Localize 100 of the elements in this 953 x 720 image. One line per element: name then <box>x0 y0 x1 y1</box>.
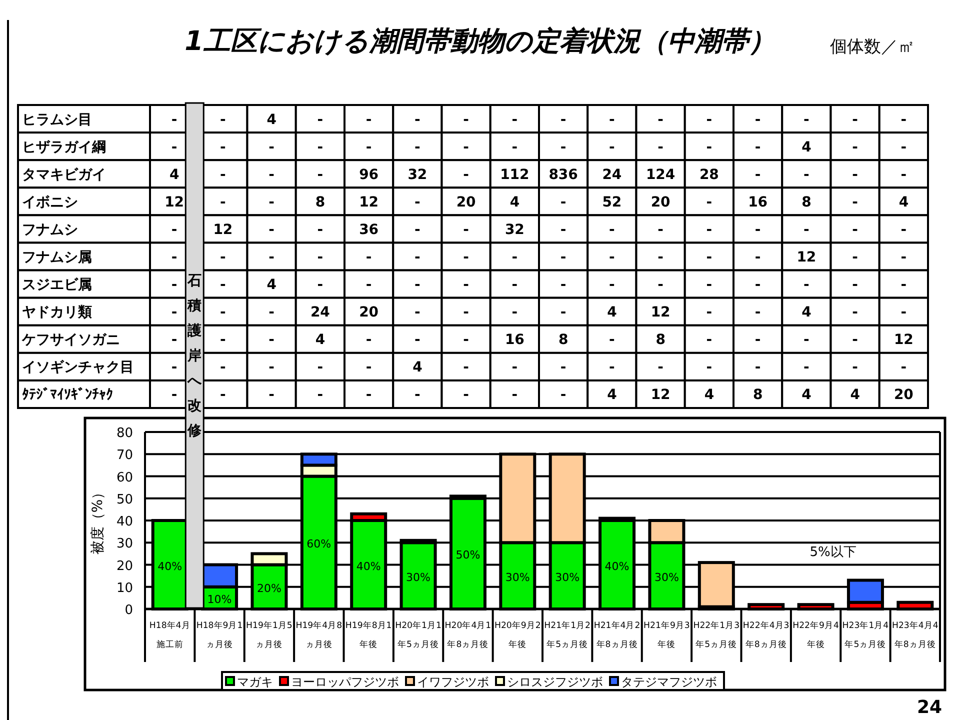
text: - <box>268 360 274 376</box>
text: - <box>463 166 469 183</box>
text: - <box>463 360 469 376</box>
text: - <box>609 360 615 376</box>
y-tick-label: フナムシ属 <box>22 250 92 266</box>
text: - <box>220 332 226 348</box>
data-label: 8 <box>558 332 568 348</box>
y-axis-title: 被度（%） <box>90 485 106 555</box>
data-label: 8 <box>752 387 763 404</box>
data-label: 20 <box>456 194 476 210</box>
data-label: 60% <box>306 538 332 551</box>
data-label: 836 <box>548 166 578 183</box>
text: - <box>463 139 469 156</box>
data-label: 20% <box>256 582 282 595</box>
text: - <box>317 360 324 376</box>
y-tick-label: イボニシ <box>22 194 78 210</box>
text: - <box>414 222 420 238</box>
data-label: 12 <box>213 222 233 238</box>
data-label: 20 <box>359 304 379 321</box>
text: - <box>414 304 420 321</box>
legend-label: タテジマフジツボ <box>621 675 717 689</box>
data-label: 16 <box>504 332 524 348</box>
text: - <box>754 222 761 238</box>
text: - <box>706 139 712 156</box>
data-label: 30% <box>555 570 580 584</box>
data-label: 20 <box>650 194 671 210</box>
text: - <box>900 166 907 183</box>
text: - <box>268 304 274 321</box>
data-label: 4 <box>266 112 277 128</box>
text: - <box>706 250 712 266</box>
text: - <box>706 277 712 294</box>
text: - <box>900 277 907 294</box>
text: - <box>754 332 761 348</box>
data-label: 20 <box>894 387 914 404</box>
text: - <box>658 250 664 266</box>
text: - <box>268 387 274 404</box>
data-label: 4 <box>802 304 812 321</box>
annotation: 石積護岸へ改修 <box>186 273 203 439</box>
text: - <box>414 139 420 156</box>
data-label: 36 <box>359 222 379 238</box>
data-label: 32 <box>504 222 524 238</box>
text: - <box>900 250 907 266</box>
text: - <box>900 360 907 376</box>
text: - <box>706 332 712 348</box>
text: - <box>317 222 324 238</box>
data-label: 12 <box>894 332 914 348</box>
text: - <box>852 332 858 348</box>
y-tick-label: 0 <box>124 603 133 618</box>
x-tick-label: H18年9月1ヵ月後 <box>196 620 243 650</box>
text: - <box>317 166 324 183</box>
text: - <box>609 332 615 348</box>
text: - <box>900 222 907 238</box>
text: - <box>220 112 226 128</box>
text: - <box>317 139 324 156</box>
data-label: 4 <box>704 387 714 404</box>
data-label: 12 <box>650 304 670 321</box>
text: - <box>414 387 420 404</box>
text: - <box>414 250 420 266</box>
text: - <box>706 304 712 321</box>
text: - <box>463 332 469 348</box>
text: - <box>804 222 810 238</box>
text: - <box>609 277 615 294</box>
text: - <box>852 250 858 266</box>
text: - <box>754 277 761 294</box>
data-label: 96 <box>359 166 379 183</box>
text: - <box>804 166 810 183</box>
text: - <box>804 332 810 348</box>
text: - <box>463 304 469 321</box>
data-label: 16 <box>748 194 768 210</box>
text: - <box>171 222 178 238</box>
text: - <box>366 360 372 376</box>
legend-label: ヨーロッパフジツボ <box>291 675 399 689</box>
text: - <box>658 222 664 238</box>
data-label: 4 <box>850 387 860 404</box>
text: - <box>414 277 420 294</box>
text: - <box>852 304 858 321</box>
text: - <box>220 360 226 376</box>
x-tick-label: H23年1月4年5ヵ月後 <box>842 620 889 650</box>
text: - <box>658 360 664 376</box>
text: - <box>220 250 226 266</box>
data-label: 4 <box>412 360 423 376</box>
text: - <box>268 222 274 238</box>
data-label: 8 <box>315 194 326 210</box>
data-label: 124 <box>646 166 676 183</box>
text: - <box>852 222 858 238</box>
text: - <box>220 304 226 321</box>
text: - <box>463 222 469 238</box>
text: - <box>463 277 469 294</box>
text: - <box>220 139 226 156</box>
text: - <box>560 222 566 238</box>
data-label: 28 <box>699 166 719 183</box>
text: - <box>560 194 566 210</box>
x-tick-label: H21年4月2年8ヵ月後 <box>594 620 640 650</box>
y-tick-label: 50 <box>116 492 133 508</box>
data-label: 12 <box>650 387 670 404</box>
x-tick-label: H21年9月3年後 <box>644 620 690 650</box>
text: - <box>658 277 664 294</box>
text: - <box>852 139 858 156</box>
text: - <box>317 277 324 294</box>
y-tick-label: フナムシ <box>22 222 78 238</box>
